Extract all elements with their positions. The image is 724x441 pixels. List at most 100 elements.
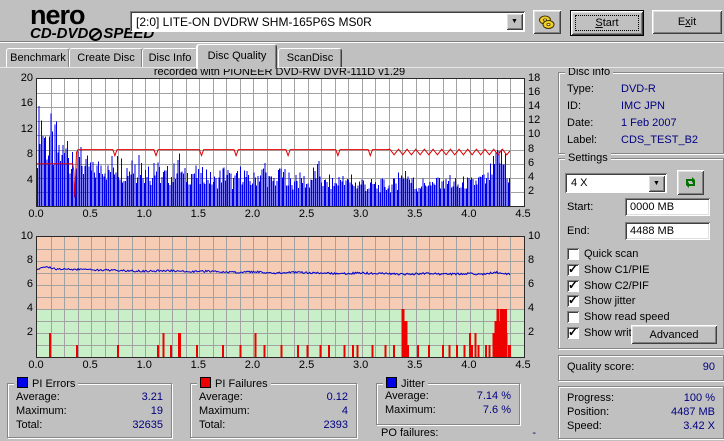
pi-failures-stats-box: PI Failures Average: 0.12 Maximum: 4 Tot…: [190, 377, 357, 438]
axis-tick-label: 3.5: [407, 208, 423, 220]
stats-title-text: PI Failures: [215, 378, 268, 390]
axis-tick-label: 16: [20, 97, 33, 110]
advanced-button[interactable]: Advanced: [631, 325, 717, 344]
stat-value: 7.14 %: [476, 390, 511, 402]
axis-tick-label: 12: [528, 114, 541, 127]
disc-info-label: Type:: [567, 83, 594, 95]
stat-label: Total:: [199, 419, 226, 431]
axis-tick-label: 10: [528, 230, 541, 242]
axis-tick-label: 1.5: [190, 359, 206, 371]
tab-label: Benchmark: [10, 52, 66, 64]
checkbox-box: ✓: [567, 292, 579, 307]
progress-box: Progress: 100 % Position: 4487 MB Speed:…: [558, 386, 724, 439]
stat-value: 2393: [323, 419, 348, 431]
axis-tick-label: 1.0: [136, 359, 152, 371]
start-button-label: Start: [595, 17, 619, 29]
end-field-label: End:: [567, 225, 590, 237]
stat-label: Average:: [199, 391, 243, 403]
checkbox-box: ✓: [567, 324, 579, 339]
axis-tick-label: 8: [528, 254, 535, 266]
axis-tick-label: 2.5: [298, 359, 315, 371]
tab-disc-quality[interactable]: Disc Quality: [197, 44, 277, 69]
axis-tick-label: 3.5: [407, 359, 423, 371]
stat-label: Maximum:: [385, 404, 436, 416]
checkbox-show-jitter[interactable]: ✓ Show jitter: [567, 292, 636, 307]
jitter-stats-box: Jitter Average: 7.14 % Maximum: 7.6 %: [376, 377, 520, 425]
check-icon: ✓: [568, 292, 579, 307]
axis-tick-label: 8: [528, 142, 535, 155]
disc-info-title: Disc info: [565, 66, 614, 78]
checkbox-label: Show jitter: [584, 294, 636, 307]
position-value: 4487 MB: [670, 406, 715, 418]
tab-benchmark[interactable]: Benchmark: [6, 48, 70, 68]
stat-value: 19: [150, 405, 163, 417]
tab-label: ScanDisc: [286, 52, 334, 64]
eject-disc-button[interactable]: [533, 10, 561, 34]
start-button[interactable]: Start: [570, 10, 644, 36]
axis-tick-label: 8: [26, 148, 33, 161]
scan-speed-select[interactable]: 4 X ▼: [565, 173, 667, 193]
drive-select[interactable]: [2:0] LITE-ON DVDRW SHM-165P6S MS0R ▼: [130, 11, 525, 32]
axis-tick-label: 0.0: [28, 359, 44, 371]
axis-tick-label: 6: [528, 278, 535, 290]
checkbox-box: ✓: [567, 277, 579, 292]
checkbox-show-c1-pie[interactable]: ✓ Show C1/PIE: [567, 262, 649, 276]
scan-speed-dropdown-button[interactable]: ▼: [648, 174, 665, 192]
check-icon: ✓: [568, 277, 579, 292]
pi-errors-stats-box: PI Errors Average: 3.21 Maximum: 19 Tota…: [7, 377, 172, 438]
po-failures-label: PO failures:: [381, 427, 439, 439]
chevron-down-icon: ▼: [653, 179, 660, 187]
tab-scandisc[interactable]: ScanDisc: [278, 48, 342, 68]
jitter-stats-title: Jitter: [383, 377, 428, 390]
axis-tick-label: 16: [528, 86, 541, 99]
header-separator: [0, 41, 724, 42]
pi-errors-chart-canvas: [37, 79, 524, 206]
exit-button[interactable]: Exit: [652, 10, 722, 34]
checkbox-show-read-speed[interactable]: ✓ Show read speed: [567, 310, 670, 323]
settings-box: Settings 4 X ▼ Start: 0000 MB End: 4488 …: [558, 152, 724, 349]
pi-errors-stats-title: PI Errors: [14, 377, 79, 390]
axis-tick-label: 12: [20, 122, 33, 135]
disc-icon: [89, 27, 103, 41]
drive-select-dropdown-button[interactable]: ▼: [506, 13, 523, 30]
nero-logo-name: nero: [30, 0, 86, 30]
checkbox-box: ✓: [567, 262, 579, 276]
tab-strip-baseline: [0, 67, 724, 68]
axis-tick-label: 4.0: [461, 359, 477, 371]
checkbox-quick-scan[interactable]: ✓ Quick scan: [567, 247, 638, 260]
axis-tick-label: 4: [528, 170, 535, 183]
axis-tick-label: 14: [528, 100, 541, 113]
tab-disc-info[interactable]: Disc Info: [142, 48, 198, 68]
disc-info-value: DVD-R: [621, 83, 656, 95]
axis-tick-label: 4: [26, 302, 33, 314]
chart-title: recorded with PIONEER DVD-RW DVR-111D v1…: [153, 66, 406, 78]
refresh-button[interactable]: [677, 170, 704, 195]
start-field[interactable]: 0000 MB: [625, 198, 710, 216]
stat-label: Average:: [16, 391, 60, 403]
tab-create-disc[interactable]: Create Disc: [69, 48, 143, 68]
refresh-icon: [683, 175, 698, 190]
axis-tick-label: 0.5: [82, 208, 98, 220]
checkbox-box: ✓: [567, 247, 579, 260]
axis-tick-label: 20: [20, 72, 33, 84]
logo-cd-text: CD-DVD: [30, 25, 89, 42]
axis-tick-label: 2.0: [244, 208, 261, 220]
stat-label: Maximum:: [199, 405, 250, 417]
axis-tick-label: 2.0: [244, 359, 261, 371]
tab-label: Disc Info: [148, 52, 192, 64]
check-icon: ✓: [568, 324, 579, 339]
nero-logo: nero CD-DVD SPEED: [30, 0, 154, 42]
stat-label: Average:: [385, 390, 429, 402]
disc-info-box: Disc info Type: DVD-R ID: IMC JPN Date: …: [558, 66, 724, 154]
discs-icon: [538, 14, 556, 30]
disc-info-label: Label:: [567, 134, 597, 146]
stat-value: 7.6 %: [482, 404, 511, 416]
axis-tick-label: 2: [528, 184, 535, 197]
end-field[interactable]: 4488 MB: [625, 222, 710, 240]
stat-value: 3.21: [141, 391, 163, 403]
axis-tick-label: 2: [26, 326, 33, 338]
quality-score-box: Quality score: 90: [558, 355, 724, 381]
tab-label: Disc Quality: [207, 50, 267, 62]
quality-score-label: Quality score:: [567, 361, 635, 373]
checkbox-show-c2-pif[interactable]: ✓ Show C2/PIF: [567, 277, 649, 292]
